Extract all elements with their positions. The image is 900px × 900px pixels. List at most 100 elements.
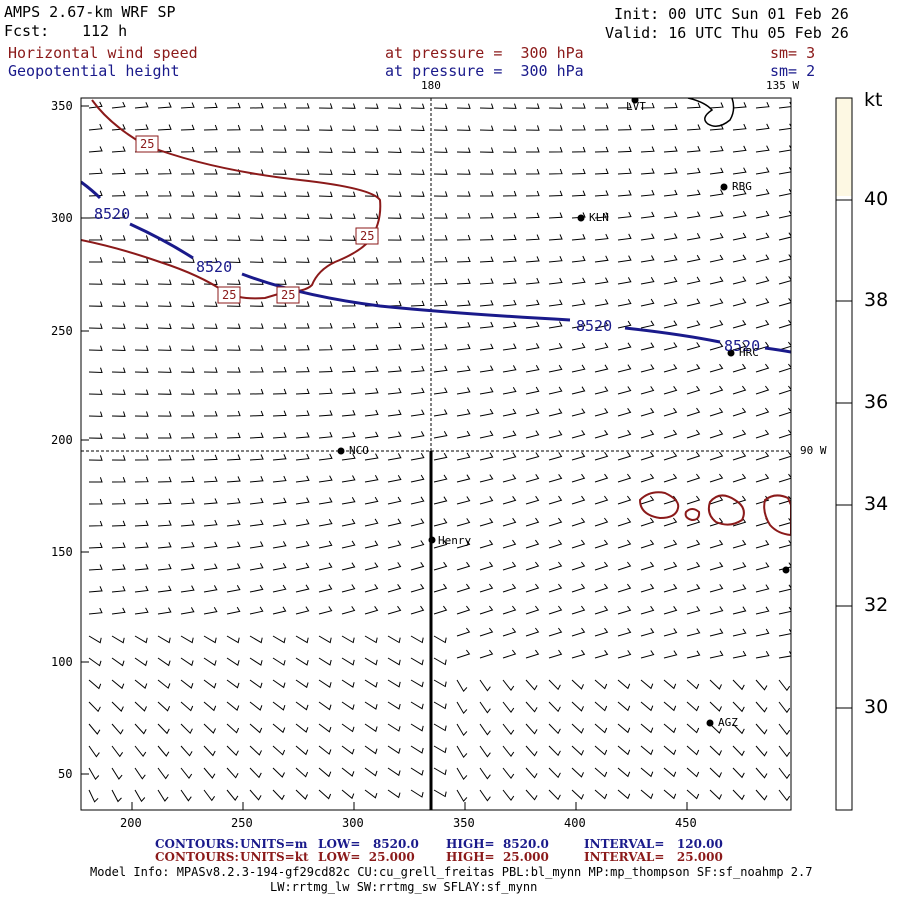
wind-barb xyxy=(571,789,584,800)
wind-barb xyxy=(410,518,425,527)
wind-barb xyxy=(686,495,701,505)
wind-barb xyxy=(663,679,677,690)
wind-barb xyxy=(134,235,149,241)
wind-barb xyxy=(203,541,218,549)
wind-barb xyxy=(111,585,126,593)
wind-barb xyxy=(180,389,195,395)
wind-barb xyxy=(341,322,356,329)
wind-barb xyxy=(525,125,540,131)
wind-barb xyxy=(180,454,195,461)
wind-barb xyxy=(364,453,379,461)
wind-barb xyxy=(778,723,791,736)
wind-barb xyxy=(571,299,586,307)
wind-barb xyxy=(249,519,264,527)
wind-barb xyxy=(456,605,471,615)
wind-barb xyxy=(479,605,494,615)
wind-barb xyxy=(88,701,101,713)
wind-barb xyxy=(525,627,540,637)
wind-barb xyxy=(134,301,149,307)
station-nco-marker xyxy=(337,447,345,455)
wind-barb xyxy=(203,723,216,734)
wind-barb xyxy=(456,474,471,483)
wind-barb xyxy=(732,584,747,593)
y-tick-label: 150 xyxy=(51,545,73,559)
wind-barb xyxy=(295,789,308,800)
wind-barb xyxy=(272,767,285,778)
wind-barb xyxy=(479,789,491,802)
wind-barb xyxy=(364,584,379,593)
wind-barb xyxy=(502,234,517,241)
wind-barb xyxy=(525,649,540,659)
wind-barb xyxy=(226,606,241,615)
wind-barb xyxy=(180,607,195,615)
footer-contours-height-high: HIGH= 8520.0 xyxy=(446,837,549,851)
wind-barb xyxy=(617,255,632,263)
wind-barb xyxy=(134,455,149,461)
wind-barb xyxy=(640,429,655,439)
wind-barb xyxy=(732,473,747,483)
wind-barb xyxy=(410,300,425,307)
wind-barb xyxy=(226,789,239,801)
wind-barb xyxy=(709,342,724,351)
wind-barb xyxy=(157,345,172,351)
wind-barb xyxy=(180,679,194,689)
wind-barb xyxy=(111,789,122,803)
footer-contours-height-label: CONTOURS: xyxy=(155,837,239,851)
wind-barb xyxy=(640,495,655,505)
wind-barb xyxy=(387,213,402,219)
wind-barb xyxy=(640,789,654,800)
wind-barb xyxy=(640,767,654,778)
wind-barb xyxy=(364,431,379,439)
wind-barb xyxy=(203,124,218,131)
footer-contours-height-low: LOW= 8520.0 xyxy=(318,837,419,851)
wind-barb xyxy=(755,407,770,417)
wind-barb xyxy=(410,409,425,417)
wind-barb xyxy=(502,496,517,505)
wind-barb xyxy=(525,408,540,417)
wind-barb xyxy=(249,367,264,373)
wind-barb xyxy=(778,276,791,285)
wind-barb xyxy=(410,701,424,710)
wind-barb xyxy=(410,767,424,776)
wind-barb xyxy=(295,584,310,593)
field-1-smooth: sm= 3 xyxy=(770,44,816,62)
wind-barb xyxy=(134,723,147,735)
wind-barb xyxy=(456,583,471,593)
wind-barb xyxy=(134,323,149,330)
wind-barb xyxy=(180,520,195,527)
x-tick-label: 350 xyxy=(453,816,475,830)
wind-barb xyxy=(111,520,126,527)
wind-barb xyxy=(778,341,791,351)
wind-barb xyxy=(318,657,332,666)
wind-barb xyxy=(318,410,333,417)
wind-barb xyxy=(364,366,379,373)
wind-barb xyxy=(295,540,310,549)
footer-contours-height-units: UNITS=m xyxy=(240,837,308,851)
station-label-kln: KLN xyxy=(589,211,609,224)
wind-barb xyxy=(502,125,517,131)
wind-barb xyxy=(134,345,149,351)
station-agz-marker xyxy=(706,719,714,727)
wind-barb xyxy=(111,657,125,667)
wind-barb xyxy=(502,583,517,593)
wind-barb xyxy=(709,539,724,549)
wind-barb xyxy=(364,701,378,710)
wind-barb xyxy=(410,635,424,644)
wind-barb xyxy=(755,189,770,197)
wind-barb xyxy=(88,433,103,439)
wind-barb xyxy=(433,605,448,615)
lon-label-135w: 135 W xyxy=(766,79,800,92)
wind-barb xyxy=(341,723,355,733)
wind-barb xyxy=(341,657,355,666)
wind-barb xyxy=(180,301,195,308)
wind-barb xyxy=(709,517,724,527)
wind-barb xyxy=(272,191,287,197)
wind-barb xyxy=(571,212,586,219)
wind-barb xyxy=(525,605,540,615)
wind-barb xyxy=(273,345,287,351)
wind-barb xyxy=(88,789,99,803)
wind-barb xyxy=(709,276,724,285)
wind-barb xyxy=(479,300,494,307)
wind-barb xyxy=(226,701,240,712)
wind-barb xyxy=(663,168,678,175)
